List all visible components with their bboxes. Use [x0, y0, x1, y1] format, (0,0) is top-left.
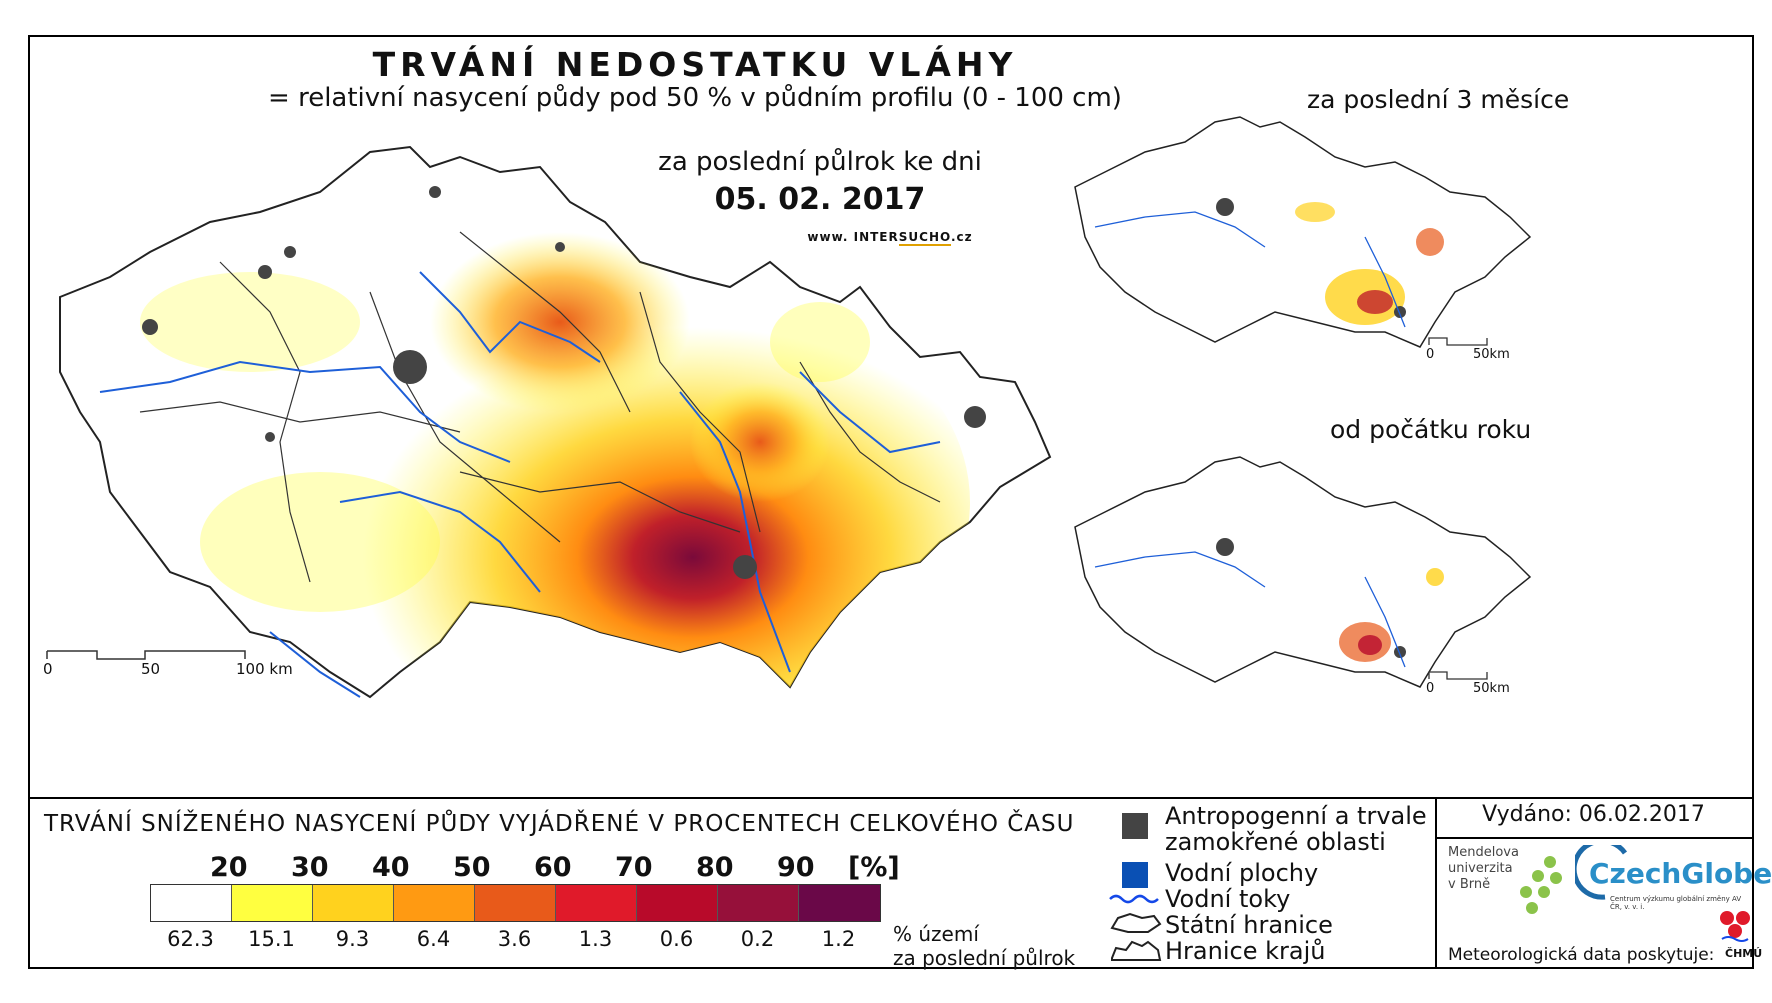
threshold-40: 40	[372, 852, 410, 883]
mendel-line1: Mendelova	[1448, 845, 1519, 860]
threshold-80: 80	[696, 852, 734, 883]
threshold-60: 60	[534, 852, 572, 883]
footer-divider-vertical	[1435, 797, 1437, 969]
color-class-swatch-3	[313, 885, 394, 921]
main-scale-bar	[46, 650, 246, 660]
threshold-90: 90	[777, 852, 815, 883]
main-map	[59, 145, 1052, 699]
pct-class-4: 6.4	[416, 927, 451, 951]
color-class-swatch-8	[718, 885, 799, 921]
symbol-water-label: Vodní plochy	[1165, 859, 1319, 887]
website-suffix: .cz	[950, 230, 973, 244]
czechglobe-logo-text: CzechGlobe	[1589, 857, 1772, 890]
urban-area-swatch	[1122, 813, 1148, 839]
inset-scale-50-2: 50km	[1473, 681, 1510, 696]
inset-scale-bar-1	[1428, 337, 1488, 346]
pct-class-7: 0.6	[659, 927, 694, 951]
pct-class-6: 1.3	[578, 927, 613, 951]
rivers	[99, 271, 941, 698]
pct-class-1: 62.3	[167, 927, 214, 951]
czechglobe-subtitle: Centrum výzkumu globální změny AV ČR, v.…	[1610, 895, 1742, 911]
color-class-swatch-2	[232, 885, 313, 921]
pct-class-3: 9.3	[335, 927, 370, 951]
color-class-swatch-6	[556, 885, 637, 921]
czechglobe-logo-arc	[1575, 845, 1628, 900]
mendel-logo-text: Mendelova univerzita v Brně	[1448, 845, 1519, 893]
inset-map-3-months	[1074, 116, 1532, 348]
symbol-urban-label: Antropogenní a trvale zamokřené oblasti	[1165, 802, 1427, 856]
pct-class-5: 3.6	[497, 927, 532, 951]
inset-map-year	[1074, 456, 1532, 688]
main-scale-100: 100 km	[236, 660, 293, 678]
mendel-line3: v Brně	[1448, 877, 1491, 892]
date-label: 05. 02. 2017	[714, 182, 926, 217]
color-class-swatch-1	[151, 885, 232, 921]
chmu-logo-icon	[1720, 911, 1750, 942]
footer-divider-horizontal	[1435, 837, 1752, 839]
inset-scale-bar-2	[1428, 671, 1488, 680]
color-class-swatch-9	[799, 885, 880, 921]
meteo-credit: Meteorologická data poskytuje:	[1448, 945, 1715, 965]
website-highlight: SUCHO	[898, 230, 951, 246]
legend-title: TRVÁNÍ SNÍŽENÉHO NASYCENÍ PŮDY VYJÁDŘENÉ…	[44, 811, 1075, 837]
pct-note-line1: % území	[893, 922, 979, 946]
region-borders	[139, 231, 941, 583]
map-title: TRVÁNÍ NEDOSTATKU VLÁHY	[372, 45, 1018, 84]
pct-note-line2: za poslední půlrok	[893, 946, 1076, 970]
pct-class-8: 0.2	[740, 927, 775, 951]
threshold-70: 70	[615, 852, 653, 883]
symbol-region-label: Hranice krajů	[1165, 937, 1326, 965]
symbol-river-label: Vodní toky	[1165, 885, 1291, 913]
color-class-swatch-7	[637, 885, 718, 921]
threshold-unit: [%]	[848, 852, 900, 883]
main-scale-0: 0	[43, 660, 53, 678]
inset-title-3-months: za poslední 3 měsíce	[1307, 85, 1570, 114]
region-outline-icon	[1111, 940, 1162, 961]
mendel-line2: univerzita	[1448, 861, 1513, 876]
website-link[interactable]: www. INTERSUCHO.cz	[790, 230, 990, 246]
pct-note: % území za poslední půlrok	[893, 922, 1075, 970]
border-outline-icon	[1110, 912, 1162, 933]
inset-scale-50-1: 50km	[1473, 347, 1510, 362]
mendel-logo-icon	[1520, 856, 1562, 914]
map-frame: TRVÁNÍ NEDOSTATKU VLÁHY = relativní nasy…	[28, 35, 1772, 971]
inset-scale-0-1: 0	[1426, 347, 1435, 362]
color-class-swatch-5	[475, 885, 556, 921]
period-label: za poslední půlrok ke dni	[658, 147, 982, 177]
threshold-20: 20	[210, 852, 248, 883]
inset-scale-0-2: 0	[1426, 681, 1435, 696]
color-scale-bar	[150, 884, 881, 922]
main-scale-50: 50	[141, 660, 161, 678]
legend-area	[30, 797, 1752, 971]
threshold-30: 30	[291, 852, 329, 883]
river-line-icon	[1109, 894, 1159, 904]
chmu-label: ČHMÚ	[1725, 947, 1763, 960]
pct-class-2: 15.1	[248, 927, 295, 951]
pct-class-9: 1.2	[821, 927, 856, 951]
map-subtitle: = relativní nasycení půdy pod 50 % v půd…	[268, 83, 1122, 113]
urban-areas	[142, 186, 986, 579]
issued-date: Vydáno: 06.02.2017	[1482, 802, 1705, 827]
inset-title-year: od počátku roku	[1330, 415, 1532, 444]
water-body-swatch	[1122, 862, 1148, 888]
website-prefix: www. INTER	[807, 230, 899, 244]
symbol-border-label: Státní hranice	[1165, 911, 1333, 939]
color-class-swatch-4	[394, 885, 475, 921]
threshold-50: 50	[453, 852, 491, 883]
